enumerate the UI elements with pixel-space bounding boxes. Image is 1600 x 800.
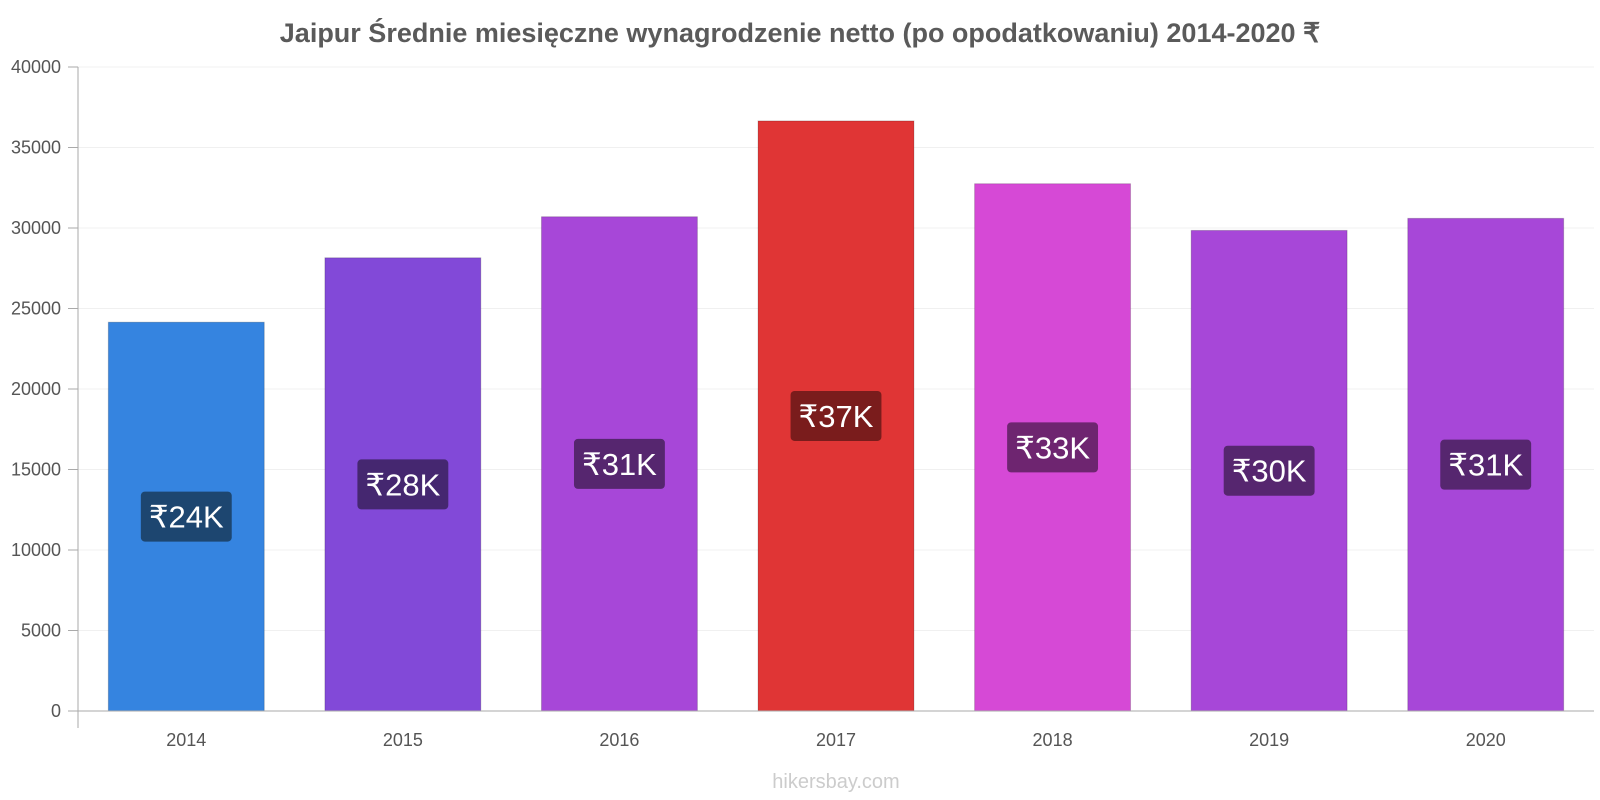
y-tick-label: 15000 [11, 460, 61, 480]
data-label-box [573, 438, 665, 489]
y-axis-ticks: 0 5000 10000 15000 20000 25000 30000 35000 40000 [11, 57, 78, 721]
data-label-text: ₹24K [149, 500, 224, 535]
data-label-2017: ₹37K [790, 390, 882, 441]
data-label-text: ₹33K [1015, 430, 1090, 465]
x-tick-label: 2017 [816, 730, 856, 750]
x-tick-label: 2020 [1466, 730, 1506, 750]
data-label-box [140, 491, 232, 542]
x-axis-ticks: 2014 2015 2016 2017 2018 2019 2020 [166, 730, 1505, 750]
y-tick-label: 25000 [11, 299, 61, 319]
chart-title: Jaipur Średnie miesięczne wynagrodzenie … [280, 17, 1320, 48]
data-label-2019: ₹30K [1223, 445, 1315, 496]
data-label-box [1223, 445, 1315, 496]
data-label-text: ₹31K [582, 447, 657, 482]
data-label-box [1007, 422, 1099, 473]
x-tick-label: 2015 [383, 730, 423, 750]
x-tick-label: 2014 [166, 730, 206, 750]
y-tick-label: 30000 [11, 218, 61, 238]
y-tick-label: 10000 [11, 540, 61, 560]
data-label-2020: ₹31K [1440, 439, 1532, 490]
watermark: hikersbay.com [772, 771, 899, 793]
data-labels: ₹24K ₹28K ₹31K ₹37K ₹33K ₹30K ₹31K [140, 390, 1532, 542]
data-label-box [790, 390, 882, 441]
data-label-text: ₹28K [365, 467, 440, 502]
y-tick-label: 0 [51, 701, 61, 721]
data-label-box [1440, 439, 1532, 490]
x-tick-label: 2018 [1033, 730, 1073, 750]
y-tick-label: 40000 [11, 57, 61, 77]
y-tick-label: 20000 [11, 379, 61, 399]
data-label-text: ₹31K [1448, 448, 1523, 483]
data-label-text: ₹30K [1232, 454, 1307, 489]
data-label-box [357, 459, 449, 510]
data-label-2018: ₹33K [1007, 422, 1099, 473]
data-label-2014: ₹24K [140, 491, 232, 542]
y-tick-label: 35000 [11, 138, 61, 158]
x-tick-label: 2016 [599, 730, 639, 750]
data-label-2015: ₹28K [357, 459, 449, 510]
data-label-2016: ₹31K [573, 438, 665, 489]
data-label-text: ₹37K [799, 399, 874, 434]
y-tick-label: 5000 [21, 621, 61, 641]
x-tick-label: 2019 [1249, 730, 1289, 750]
